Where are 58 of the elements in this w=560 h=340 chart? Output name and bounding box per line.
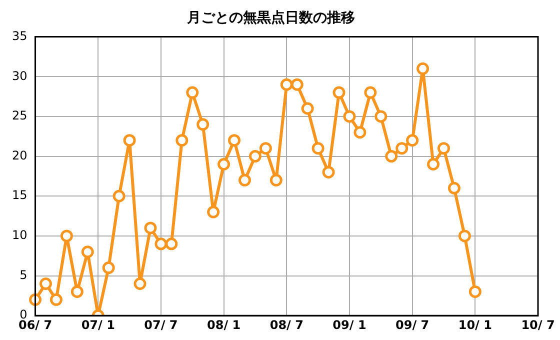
point (207, 206, 220, 218)
point (406, 134, 419, 147)
point (385, 150, 398, 163)
point (186, 86, 199, 99)
x-tick-label: 09/ 7 (396, 318, 430, 332)
point (280, 78, 293, 91)
point (270, 174, 282, 186)
point (374, 110, 388, 123)
point (165, 238, 178, 250)
x-tick-label: 08/ 1 (206, 318, 241, 332)
point (364, 86, 377, 99)
y-tick-label: 10 (12, 228, 28, 242)
point (218, 158, 230, 170)
point (123, 134, 136, 147)
x-tick-label: 06/ 7 (18, 318, 52, 332)
point (354, 126, 366, 139)
point (437, 142, 450, 155)
point (396, 142, 408, 155)
x-tick-label: 07/ 1 (81, 318, 115, 332)
chart-title: 月ごとの無黒点日数の推移 (186, 10, 355, 26)
point (290, 78, 304, 91)
x-tick-label: 10/ 7 (521, 318, 555, 332)
point (322, 166, 335, 178)
point (154, 238, 168, 250)
point (468, 285, 482, 298)
point (301, 102, 314, 115)
point (416, 62, 430, 75)
point (448, 182, 460, 194)
point (144, 222, 157, 234)
point (60, 230, 73, 242)
point (238, 174, 251, 186)
x-tick-label: 09/ 1 (332, 318, 366, 332)
y-tick-label: 30 (12, 68, 28, 83)
point (259, 142, 272, 155)
point (102, 262, 115, 274)
point (427, 158, 440, 170)
point (312, 142, 324, 155)
y-tick-label: 35 (12, 28, 28, 43)
point (134, 277, 146, 290)
y-tick-label: 15 (12, 188, 28, 202)
x-tick-label: 08/ 7 (270, 318, 304, 332)
point (70, 285, 84, 298)
point (228, 134, 241, 147)
y-tick-label: 5 (20, 268, 28, 282)
point (196, 118, 210, 131)
point (248, 150, 262, 163)
point (176, 134, 188, 147)
y-tick-label: 25 (12, 108, 28, 123)
x-tick-label: 10/ 1 (458, 318, 492, 332)
point (81, 246, 94, 258)
point (50, 293, 62, 306)
point (343, 110, 356, 123)
x-tick-label: 07/ 7 (144, 318, 178, 332)
point (112, 190, 126, 202)
point (332, 86, 346, 99)
point (39, 277, 52, 290)
y-tick-label: 20 (12, 148, 28, 162)
point (458, 230, 471, 242)
